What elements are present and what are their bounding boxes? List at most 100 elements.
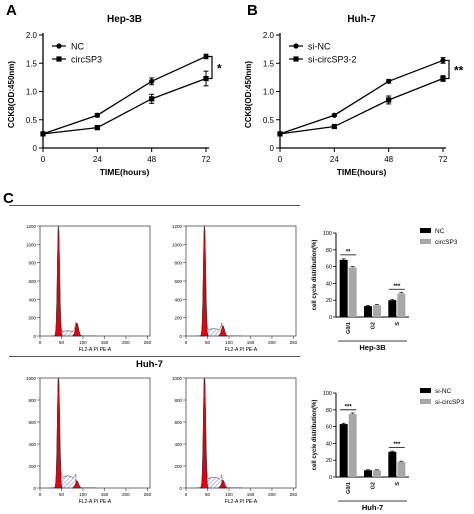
x-tick-label: 50 <box>59 340 65 345</box>
x-tick-label: 48 <box>147 155 156 164</box>
y-tick-label: 1000 <box>26 376 37 381</box>
y-tick-label: 100 <box>323 391 332 397</box>
flow-histogram-hep3b-circsp3: 0 200 400 600 800 1000 1200 0 50 100 150 200 250 FL2-… <box>172 224 298 353</box>
legend-label: circSP3 <box>71 55 102 65</box>
y-axis-label: cell cycle distribution(%) <box>312 400 318 471</box>
legend-marker <box>56 43 62 49</box>
line-chart-hep3b: Hep-3B 0 0.5 1.0 1.5 2.0 0 24 48 72 TIME(hours) CCK… <box>7 14 222 177</box>
category-label: S <box>395 322 401 326</box>
panel-letter-a: A <box>6 2 17 19</box>
x-tick-label: 100 <box>79 492 87 497</box>
bar <box>373 305 381 317</box>
y-tick-label: 800 <box>28 261 36 266</box>
y-tick-label: 60 <box>326 425 332 431</box>
data-point <box>149 78 155 84</box>
data-point <box>440 57 446 64</box>
y-tick-label: 0 <box>33 144 38 153</box>
y-tick-label: 400 <box>28 442 36 447</box>
s-phase-area <box>204 477 223 489</box>
legend-marker <box>293 43 299 49</box>
series-line <box>279 59 444 135</box>
y-tick-label: 1.5 <box>263 59 275 68</box>
significance-marker: *** <box>393 284 401 290</box>
line-chart-huh7: Huh-7 0 0.5 1.0 1.5 2.0 0 24 48 72 TIME(hours) CCK8… <box>244 14 464 177</box>
y-tick-label: 40 <box>326 281 332 287</box>
plot-frame <box>39 377 151 489</box>
legend-label: si-circSP3-2 <box>308 55 357 65</box>
bar <box>339 424 348 477</box>
x-axis-label: FL2-A PI PE-A <box>79 347 112 353</box>
x-tick-label: 0 <box>185 492 188 497</box>
x-axis-label: TIME(hours) <box>337 167 387 177</box>
g1-peak <box>199 225 209 337</box>
plot-frame <box>185 377 297 489</box>
x-tick-label: 250 <box>290 492 298 497</box>
bar <box>397 461 406 477</box>
data-point <box>94 125 100 131</box>
legend-swatch <box>420 239 431 244</box>
histogram-outline <box>50 377 97 489</box>
data-point <box>149 96 155 102</box>
category-label: G2 <box>371 322 377 329</box>
y-tick-label: 1200 <box>26 224 37 229</box>
y-tick-label: 400 <box>174 297 182 302</box>
divider-top <box>9 205 300 206</box>
x-tick-label: 200 <box>122 340 130 345</box>
significance-marker: *** <box>345 404 353 410</box>
legend-marker <box>56 56 62 62</box>
y-tick-label: 0 <box>270 144 275 153</box>
y-tick-label: 0 <box>33 334 36 339</box>
x-axis-label: TIME(hours) <box>100 167 150 177</box>
y-axis-label: CCK8(OD:450nm) <box>244 61 253 128</box>
x-tick-label: 100 <box>225 340 233 345</box>
panel-letter-c: C <box>3 190 14 207</box>
y-tick-label: 40 <box>326 441 332 447</box>
s-phase-area <box>58 330 77 337</box>
category-label: G0/1 <box>346 322 352 334</box>
significance-bracket <box>445 59 450 80</box>
y-tick-label: 400 <box>174 442 182 447</box>
g1-peak <box>199 377 209 489</box>
group-label: Huh-7 <box>362 503 383 512</box>
x-axis-label: FL2-A PI PE-A <box>225 499 258 505</box>
histogram-outline <box>196 377 243 489</box>
bar <box>364 306 372 317</box>
x-tick-label: 48 <box>384 155 393 164</box>
y-tick-label: 0 <box>329 475 332 481</box>
data-point <box>331 123 337 130</box>
flow-histogram-hep3b-nc: 0 200 400 600 800 1000 1200 0 50 100 150 200 250 FL2-… <box>26 224 152 353</box>
group-label: Hep-3B <box>359 343 386 352</box>
x-axis-label: FL2-A PI PE-A <box>79 499 112 505</box>
y-tick-label: 1000 <box>172 242 183 247</box>
data-point <box>203 75 209 82</box>
y-tick-label: 1200 <box>172 224 183 229</box>
s-phase-area <box>58 475 77 489</box>
bar <box>348 267 357 317</box>
legend-label: si-NC <box>435 388 452 395</box>
bar <box>339 259 348 317</box>
bar <box>348 414 357 477</box>
x-tick-label: 0 <box>278 155 283 164</box>
x-tick-label: 150 <box>247 492 255 497</box>
y-tick-label: 1.0 <box>26 88 38 97</box>
legend-label: si-NC <box>308 42 331 52</box>
y-tick-label: 20 <box>326 458 332 464</box>
flow-histogram-huh7-sinc: 0 200 400 600 800 1000 0 50 100 150 200 250 FL2-A PI… <box>26 376 152 505</box>
legend-swatch <box>420 228 431 233</box>
y-tick-label: 0 <box>179 486 182 491</box>
x-tick-label: 24 <box>93 155 102 164</box>
y-tick-label: 600 <box>28 420 36 425</box>
legend-swatch <box>420 388 431 393</box>
g1-peak <box>53 377 63 489</box>
series-line <box>42 55 207 135</box>
g1-peak <box>53 225 63 337</box>
data-point <box>277 131 283 137</box>
y-tick-label: 100 <box>323 231 332 237</box>
y-tick-label: 80 <box>326 248 332 254</box>
significance-marker: ** <box>454 63 464 77</box>
x-tick-label: 250 <box>290 340 298 345</box>
x-tick-label: 150 <box>101 340 109 345</box>
x-tick-label: 24 <box>330 155 339 164</box>
legend-label: NC <box>435 228 445 235</box>
x-tick-label: 0 <box>41 155 46 164</box>
